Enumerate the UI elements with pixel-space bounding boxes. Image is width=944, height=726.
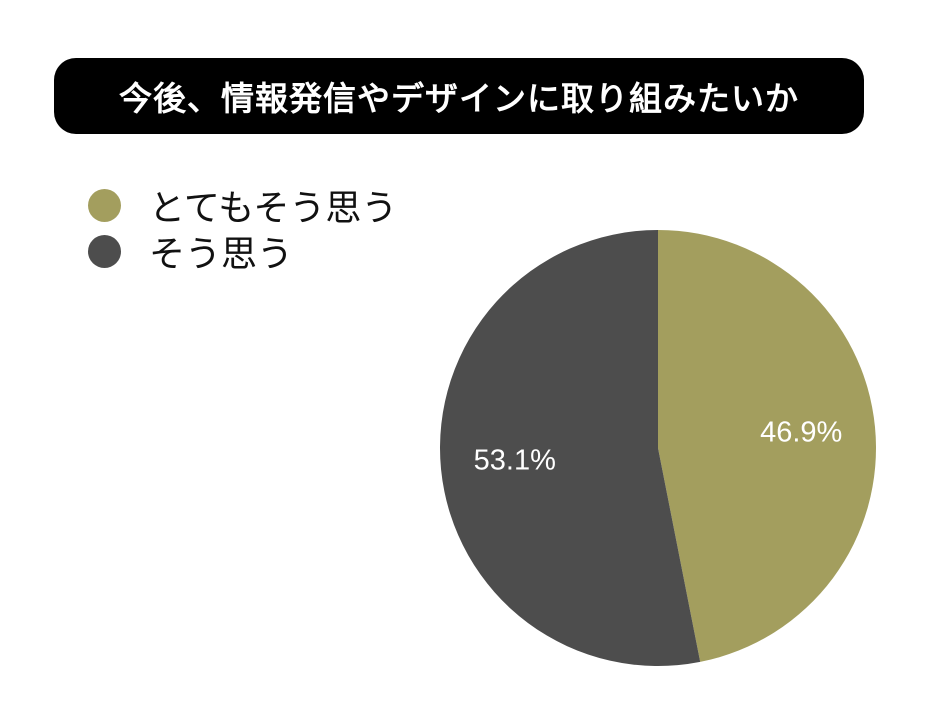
legend: とてもそう思う そう思う <box>88 182 398 275</box>
pie-slice-0 <box>658 230 876 662</box>
legend-swatch-0 <box>88 188 121 222</box>
chart-title: 今後、情報発信やデザインに取り組みたいか <box>119 79 799 118</box>
chart-title-bar: 今後、情報発信やデザインに取り組みたいか <box>54 58 864 134</box>
pie-slice-label-0: 46.9% <box>760 417 842 449</box>
pie-slice-label-1: 53.1% <box>474 445 556 477</box>
legend-label-0: とてもそう思う <box>149 188 398 229</box>
legend-swatch-1 <box>88 234 121 268</box>
legend-label-1: そう思う <box>149 234 294 275</box>
pie-slice-1 <box>440 230 701 666</box>
legend-item-0: とてもそう思う <box>88 182 398 229</box>
legend-item-1: そう思う <box>88 228 397 275</box>
